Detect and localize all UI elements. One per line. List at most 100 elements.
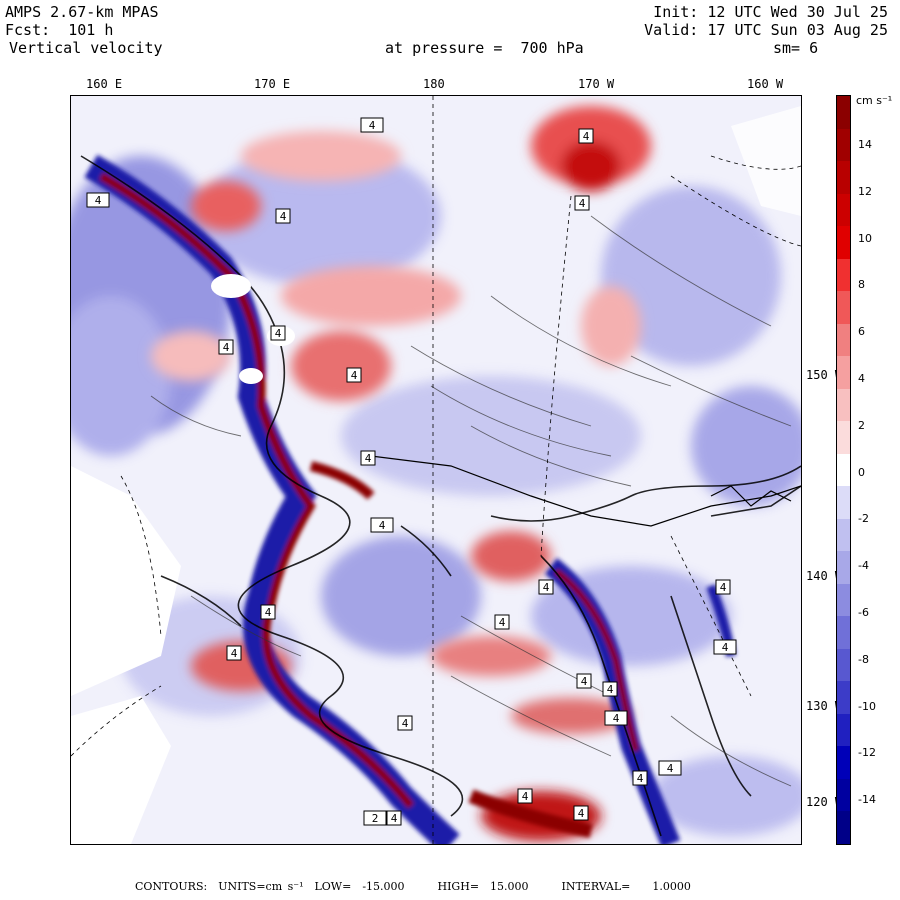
svg-text:4: 4 [720, 581, 727, 594]
colorbar-tick-label: 4 [858, 372, 865, 385]
colorbar-band [837, 486, 850, 520]
svg-text:4: 4 [391, 812, 398, 825]
contour-info-footer: CONTOURS: UNITS=cm s⁻¹ LOW= -15.000 HIGH… [135, 880, 691, 893]
svg-text:4: 4 [579, 197, 586, 210]
colorbar-band [837, 518, 850, 552]
colorbar-band [837, 161, 850, 195]
colorbar-tick-label: -6 [858, 606, 869, 619]
lat-label-130w: 130 W [806, 699, 843, 713]
map-label: 4 [275, 208, 291, 224]
lon-label-160e: 160 E [86, 77, 123, 91]
svg-text:4: 4 [607, 683, 614, 696]
map-label: 4 [658, 760, 682, 776]
svg-text:4: 4 [95, 194, 102, 207]
lat-label-150w: 150 W [806, 368, 843, 382]
valid-time: Valid: 17 UTC Sun 03 Aug 25 [644, 21, 888, 39]
colorbar-band [837, 291, 850, 325]
colorbar-tick-label: 12 [858, 184, 872, 198]
svg-text:4: 4 [581, 675, 588, 688]
init-time: Init: 12 UTC Wed 30 Jul 25 [653, 3, 888, 21]
colorbar-tick-label: 2 [858, 418, 865, 432]
colorbar-band [837, 226, 850, 260]
colorbar-tick-label: -14 [858, 793, 876, 807]
model-title: AMPS 2.67-km MPAS [5, 3, 159, 21]
vertical-velocity-map: 4 4 4 4 4 4 4 4 4 4 4 4 4 4 4 4 4 4 4 4 … [70, 95, 802, 845]
map-label: 4 [260, 604, 276, 620]
colorbar-band [837, 388, 850, 422]
map-label: 4 [632, 770, 648, 786]
colorbar-band [837, 746, 850, 780]
colorbar-band [837, 193, 850, 227]
colorbar-band [837, 258, 850, 292]
map-label: 4 [270, 325, 286, 341]
colorbar-band [837, 453, 850, 487]
colorbar-units: cm s⁻¹ [856, 94, 893, 107]
svg-text:4: 4 [351, 369, 358, 382]
svg-text:4: 4 [583, 130, 590, 143]
colorbar-tick-label: -10 [858, 699, 876, 713]
pressure-level: at pressure = 700 hPa [385, 39, 584, 57]
map-label: 4 [713, 639, 737, 655]
map-label: 4 [604, 710, 628, 726]
svg-text:4: 4 [722, 641, 729, 654]
svg-text:4: 4 [379, 519, 386, 532]
colorbar-tick-label: -4 [858, 559, 869, 573]
map-label: 4 [218, 339, 234, 355]
map-label: 4 [86, 192, 110, 208]
colorbar [836, 95, 851, 845]
smoothing-value: sm= 6 [773, 39, 819, 57]
svg-text:4: 4 [667, 762, 674, 775]
svg-text:4: 4 [280, 210, 287, 223]
colorbar-band [837, 811, 850, 845]
svg-text:4: 4 [275, 327, 282, 340]
svg-text:4: 4 [365, 452, 372, 465]
svg-text:4: 4 [543, 581, 550, 594]
map-label: 4 [576, 673, 592, 689]
colorbar-band [837, 648, 850, 682]
lat-label-140w: 140 W [806, 569, 843, 583]
colorbar-band [837, 681, 850, 715]
colorbar-band [837, 551, 850, 585]
field-name: Vertical velocity [9, 39, 163, 57]
map-label: 4 [397, 715, 413, 731]
lat-label-120w: 120 W [806, 795, 843, 809]
svg-text:4: 4 [637, 772, 644, 785]
lon-label-160w: 160 W [747, 77, 784, 91]
svg-text:4: 4 [265, 606, 272, 619]
svg-text:4: 4 [369, 119, 376, 132]
svg-text:4: 4 [231, 647, 238, 660]
colorbar-tick-label: -2 [858, 512, 869, 526]
svg-text:4: 4 [613, 712, 620, 725]
map-label: 4 [494, 614, 510, 630]
map-label: 4 [226, 645, 242, 661]
map-label: 4 [517, 788, 533, 804]
svg-text:4: 4 [402, 717, 409, 730]
svg-text:4: 4 [578, 807, 585, 820]
map-label: 2 [363, 810, 387, 826]
colorbar-tick-label: -12 [858, 746, 876, 760]
svg-text:2: 2 [372, 812, 379, 825]
map-label: 4 [360, 450, 376, 466]
colorbar-band [837, 616, 850, 650]
map-label: 4 [346, 367, 362, 383]
map-label: 4 [715, 579, 731, 595]
colorbar-band [837, 356, 850, 390]
map-label: 4 [602, 681, 618, 697]
colorbar-band [837, 583, 850, 617]
colorbar-tick-label: 6 [858, 325, 865, 339]
map-label: 4 [370, 517, 394, 533]
colorbar-band [837, 323, 850, 357]
colorbar-band [837, 96, 850, 130]
colorbar-tick-label: 14 [858, 138, 872, 151]
svg-text:4: 4 [522, 790, 529, 803]
lon-label-180: 180 [423, 77, 445, 91]
colorbar-tick-label: 8 [858, 278, 865, 292]
colorbar-tick-label: 0 [858, 465, 865, 479]
svg-text:4: 4 [223, 341, 230, 354]
map-label: 4 [538, 579, 554, 595]
map-label: 4 [574, 195, 590, 211]
map-label: 4 [578, 128, 594, 144]
colorbar-band [837, 421, 850, 455]
forecast-hour: Fcst: 101 h [5, 21, 114, 39]
colorbar-tick-label: -8 [858, 652, 869, 666]
